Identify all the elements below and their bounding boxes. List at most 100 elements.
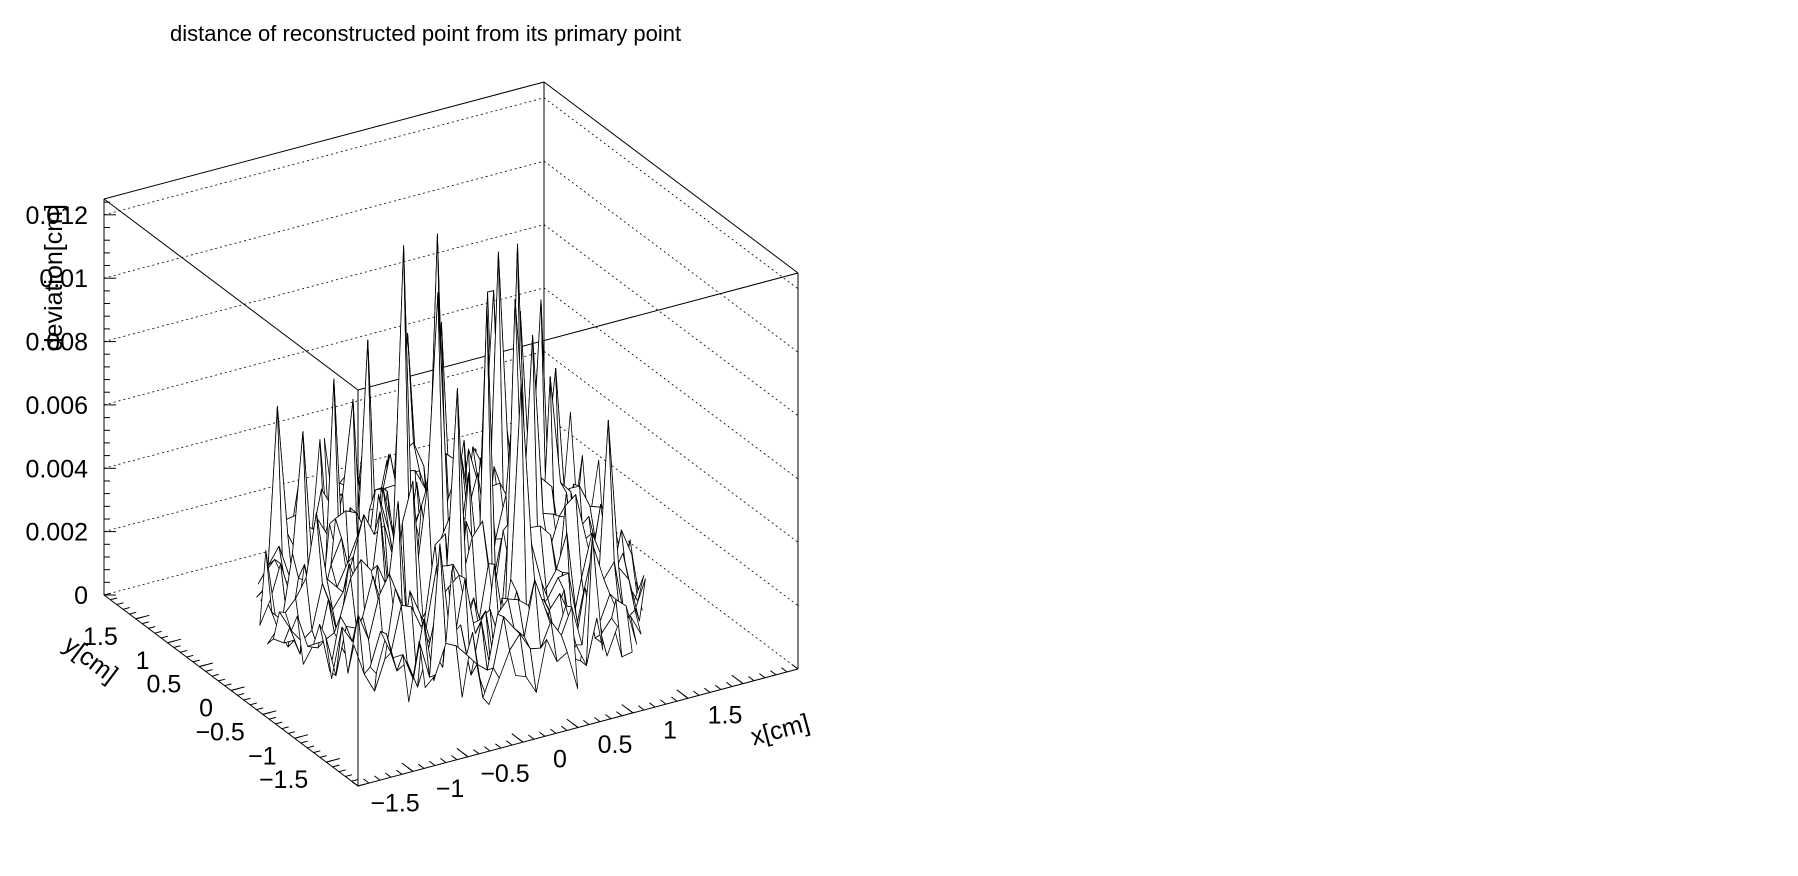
gridline-back-4	[103, 224, 545, 342]
y-minor-tick	[294, 736, 302, 739]
x-minor-tick	[407, 766, 414, 772]
x-tick-label: 1	[663, 716, 677, 744]
x-minor-tick	[748, 676, 755, 682]
x-minor-tick	[704, 687, 711, 693]
y-minor-tick	[237, 693, 245, 696]
y-minor-tick	[262, 712, 270, 715]
x-minor-tick	[352, 781, 359, 787]
x-minor-tick	[462, 752, 469, 758]
x-minor-tick	[363, 778, 370, 784]
box-edge-top-left	[103, 198, 359, 391]
x-axis-title: x[cm]	[748, 709, 813, 752]
y-minor-tick	[186, 654, 194, 658]
z-gridlines	[103, 97, 799, 670]
x-minor-tick	[451, 755, 458, 761]
x-tick-label: 0.5	[598, 731, 633, 759]
y-minor-tick	[243, 697, 251, 701]
y-tick-label: 0	[199, 695, 213, 723]
surface-cell	[615, 599, 633, 658]
y-tick-label: 1.5	[83, 623, 118, 651]
y-minor-tick	[103, 592, 111, 596]
y-minor-tick	[313, 750, 321, 754]
y-tick-label: 1	[136, 647, 150, 675]
y-tick-label: −1.5	[259, 766, 308, 794]
y-minor-tick	[338, 769, 346, 773]
x-minor-tick	[374, 775, 381, 781]
x-minor-tick	[726, 681, 733, 687]
x-minor-tick	[429, 760, 436, 766]
z-tick-label: 0.012	[25, 202, 88, 230]
x-minor-tick	[627, 708, 634, 714]
y-minor-tick	[154, 630, 162, 634]
gridline-back-3	[103, 287, 545, 406]
gridline-side-3	[543, 287, 799, 480]
box-edge-top-back	[103, 81, 545, 200]
x-tick-label: −1	[436, 775, 465, 803]
y-minor-tick	[167, 640, 175, 644]
x-minor-tick	[528, 734, 535, 740]
z-tick-label: 0.004	[25, 455, 88, 483]
y-minor-tick	[129, 611, 137, 615]
y-minor-tick	[173, 645, 181, 648]
y-minor-tick	[116, 602, 124, 605]
y-minor-tick	[192, 659, 200, 663]
y-minor-tick	[256, 707, 264, 711]
y-minor-tick	[332, 764, 340, 768]
x-minor-tick	[418, 763, 425, 769]
x-minor-tick	[396, 769, 403, 775]
y-minor-tick	[110, 597, 118, 601]
gridline-back-5	[103, 160, 545, 279]
z-tick-label: 0.006	[25, 392, 88, 420]
x-minor-tick	[781, 667, 788, 673]
y-minor-tick	[230, 688, 238, 691]
y-minor-tick	[249, 702, 257, 706]
x-minor-tick	[583, 720, 590, 725]
x-tick-label: 0	[553, 746, 567, 774]
x-minor-tick	[572, 722, 579, 728]
gridline-side-6	[543, 97, 799, 290]
x-minor-tick	[484, 746, 491, 752]
box-edge-top-right	[543, 81, 799, 274]
y-minor-tick	[307, 745, 315, 749]
x-minor-tick	[385, 772, 392, 778]
gridline-side-5	[543, 160, 799, 353]
z-tick-label: 0.008	[25, 329, 88, 357]
y-minor-tick	[300, 740, 308, 744]
y-minor-tick	[326, 759, 334, 763]
x-minor-tick	[561, 725, 568, 731]
x-minor-tick	[649, 702, 656, 708]
y-minor-tick	[160, 635, 169, 639]
x-minor-tick	[506, 740, 513, 746]
y-minor-tick	[345, 774, 353, 777]
y-tick-label: −0.5	[195, 718, 244, 746]
z-tick-label: 0.002	[25, 519, 88, 547]
y-tick-label: 0.5	[147, 671, 182, 699]
y-minor-tick	[135, 616, 143, 620]
axis-ticks	[103, 201, 799, 787]
surface-cell	[586, 537, 604, 666]
y-minor-tick	[180, 650, 188, 653]
y-minor-tick	[211, 673, 219, 677]
x-tick-label: −1.5	[370, 789, 419, 817]
surface-mesh	[256, 233, 646, 705]
x-minor-tick	[539, 731, 546, 737]
surface-cell	[561, 606, 579, 689]
y-minor-tick	[281, 726, 289, 730]
x-minor-tick	[550, 728, 557, 734]
x-minor-tick	[671, 696, 678, 702]
z-tick-label: 0	[74, 582, 88, 610]
gridline-back-6	[103, 97, 545, 216]
y-minor-tick	[319, 755, 327, 758]
plot-box	[103, 81, 799, 787]
x-minor-tick	[770, 670, 777, 676]
y-minor-tick	[199, 664, 207, 668]
y-minor-tick	[218, 678, 226, 682]
y-minor-tick	[148, 626, 156, 629]
x-minor-tick	[660, 699, 667, 705]
gridline-side-4	[543, 224, 799, 416]
x-minor-tick	[495, 743, 502, 749]
y-minor-tick	[122, 607, 130, 610]
x-minor-tick	[715, 684, 722, 690]
box-edge-top-front	[357, 272, 799, 391]
